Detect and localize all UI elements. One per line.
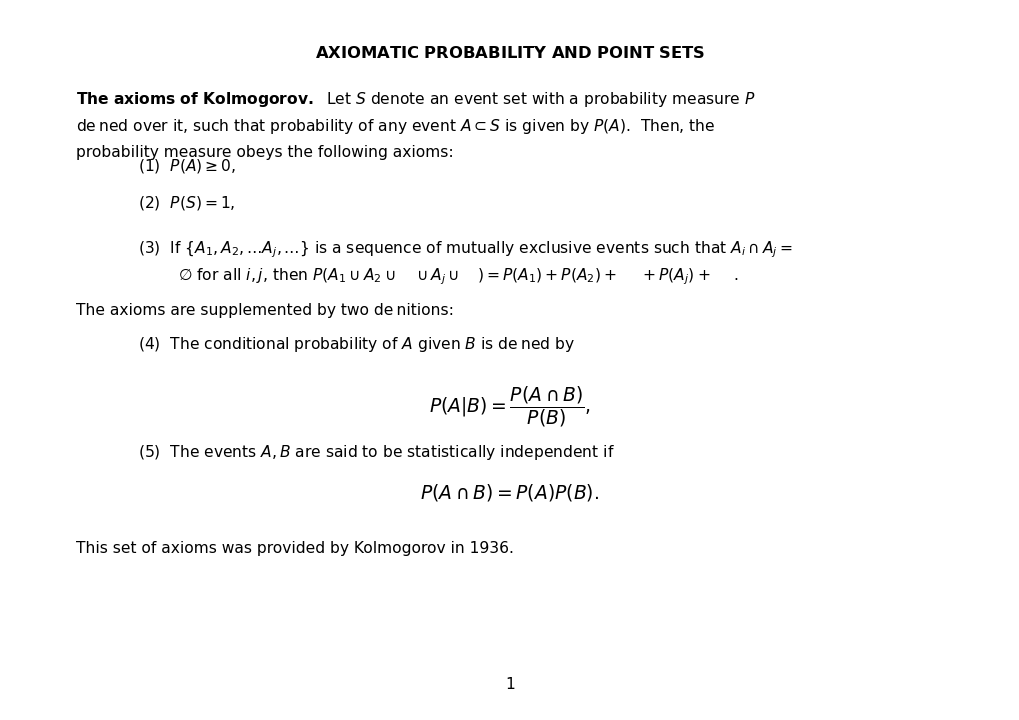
Text: The axioms are supplemented by two de nitions:: The axioms are supplemented by two de ni… <box>76 303 453 318</box>
Text: $\emptyset$ for all $i, j$, then $P(A_1 \cup A_2 \cup\ \ \ \cup A_j \cup\ \ \ ) : $\emptyset$ for all $i, j$, then $P(A_1 … <box>178 266 738 287</box>
Text: (3)  If $\{A_1, A_2, \ldots A_j, \ldots\}$ is a sequence of mutually exclusive e: (3) If $\{A_1, A_2, \ldots A_j, \ldots\}… <box>138 239 792 260</box>
Text: $P(A|B) = \dfrac{P(A \cap B)}{P(B)},$: $P(A|B) = \dfrac{P(A \cap B)}{P(B)},$ <box>429 384 590 428</box>
Text: $P(A \cap B) = P(A)P(B).$: $P(A \cap B) = P(A)P(B).$ <box>420 482 599 503</box>
Text: This set of axioms was provided by Kolmogorov in 1936.: This set of axioms was provided by Kolmo… <box>76 541 514 557</box>
Text: (5)  The events $A, B$ are said to be statistically independent if: (5) The events $A, B$ are said to be sta… <box>138 443 613 462</box>
Text: $\mathbf{AXIOMATIC\ PROBABILITY\ AND\ POINT\ SETS}$: $\mathbf{AXIOMATIC\ PROBABILITY\ AND\ PO… <box>315 45 704 60</box>
Text: $\mathbf{The\ axioms\ of\ Kolmogorov.}$  Let $S$ denote an event set with a prob: $\mathbf{The\ axioms\ of\ Kolmogorov.}$ … <box>76 90 755 109</box>
Text: 1: 1 <box>504 677 515 692</box>
Text: de ned over it, such that probability of any event $A \subset S$ is given by $P(: de ned over it, such that probability of… <box>76 117 715 136</box>
Text: (1)  $P(A) \geq 0,$: (1) $P(A) \geq 0,$ <box>138 157 235 175</box>
Text: (4)  The conditional probability of $A$ given $B$ is de ned by: (4) The conditional probability of $A$ g… <box>138 335 574 354</box>
Text: probability measure obeys the following axioms:: probability measure obeys the following … <box>76 145 453 160</box>
Text: (2)  $P(S) = 1,$: (2) $P(S) = 1,$ <box>138 194 235 212</box>
